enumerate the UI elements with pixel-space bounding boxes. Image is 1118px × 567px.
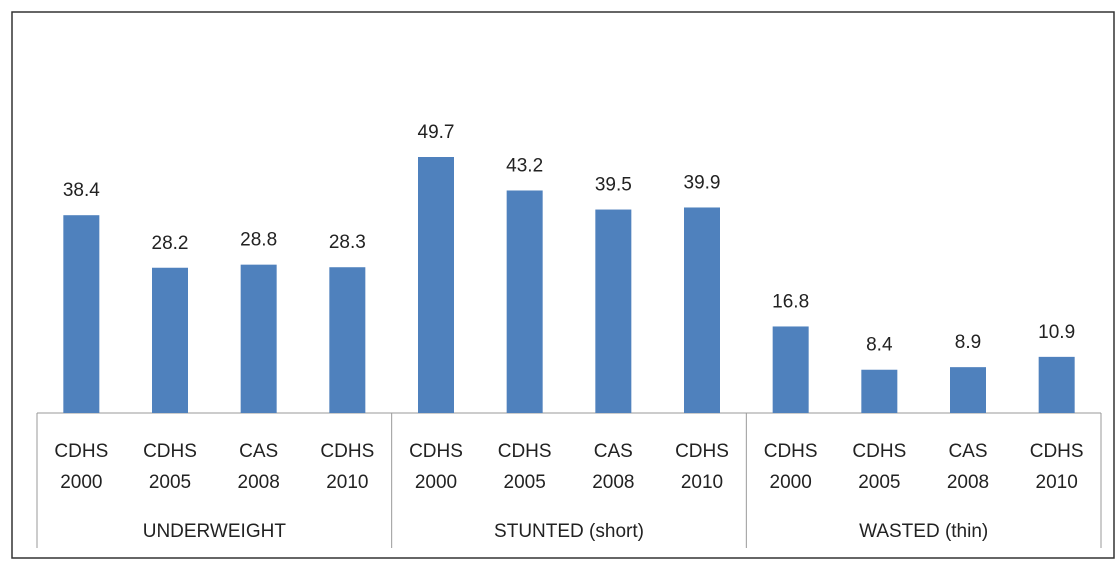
x-tick-label: CDHS	[852, 441, 906, 462]
x-tick-label: CDHS	[675, 441, 729, 462]
x-tick-label: 2000	[770, 472, 812, 493]
value-label: 39.5	[595, 175, 632, 196]
bar	[1038, 356, 1075, 413]
x-tick-label: 2008	[947, 472, 989, 493]
value-label: 28.2	[152, 233, 189, 254]
value-label: 16.8	[772, 291, 809, 312]
x-tick-label: 2010	[326, 472, 368, 493]
bar	[772, 326, 809, 413]
x-tick-label: 2005	[149, 472, 191, 493]
x-tick-label: CDHS	[498, 441, 552, 462]
x-tick-label: 2010	[681, 472, 723, 493]
value-label: 8.4	[866, 335, 893, 356]
x-tick-label: 2000	[415, 472, 457, 493]
value-label: 43.2	[506, 155, 543, 176]
bar	[506, 190, 543, 413]
x-tick-label: CDHS	[1030, 441, 1084, 462]
chart-border	[11, 11, 1115, 559]
x-tick-label: CDHS	[764, 441, 818, 462]
x-tick-label: CAS	[239, 441, 278, 462]
group-label: WASTED (thin)	[859, 521, 988, 542]
value-label: 28.8	[240, 230, 277, 251]
bar	[595, 209, 632, 413]
x-tick-label: CDHS	[409, 441, 463, 462]
group-label: STUNTED (short)	[494, 521, 644, 542]
value-label: 38.4	[63, 180, 100, 201]
value-label: 28.3	[329, 232, 366, 253]
value-label: 8.9	[955, 332, 981, 353]
x-tick-label: CDHS	[320, 441, 374, 462]
bar	[950, 367, 986, 413]
x-tick-label: 2010	[1036, 472, 1078, 493]
value-label: 49.7	[418, 122, 455, 143]
bar	[329, 267, 366, 413]
value-label: 39.9	[684, 172, 721, 193]
bar	[861, 369, 898, 413]
bar	[684, 207, 720, 413]
value-label: 10.9	[1038, 322, 1075, 343]
x-tick-label: CAS	[948, 441, 987, 462]
bar	[240, 264, 277, 413]
bar	[152, 267, 188, 413]
x-tick-label: 2008	[238, 472, 280, 493]
x-tick-label: 2008	[592, 472, 634, 493]
x-tick-label: CDHS	[54, 441, 108, 462]
x-tick-label: CDHS	[143, 441, 197, 462]
x-tick-label: CAS	[594, 441, 633, 462]
group-label: UNDERWEIGHT	[143, 521, 287, 542]
bar	[418, 157, 454, 413]
x-tick-label: 2005	[504, 472, 546, 493]
bar	[63, 215, 100, 413]
x-tick-label: 2005	[858, 472, 900, 493]
x-tick-label: 2000	[60, 472, 102, 493]
